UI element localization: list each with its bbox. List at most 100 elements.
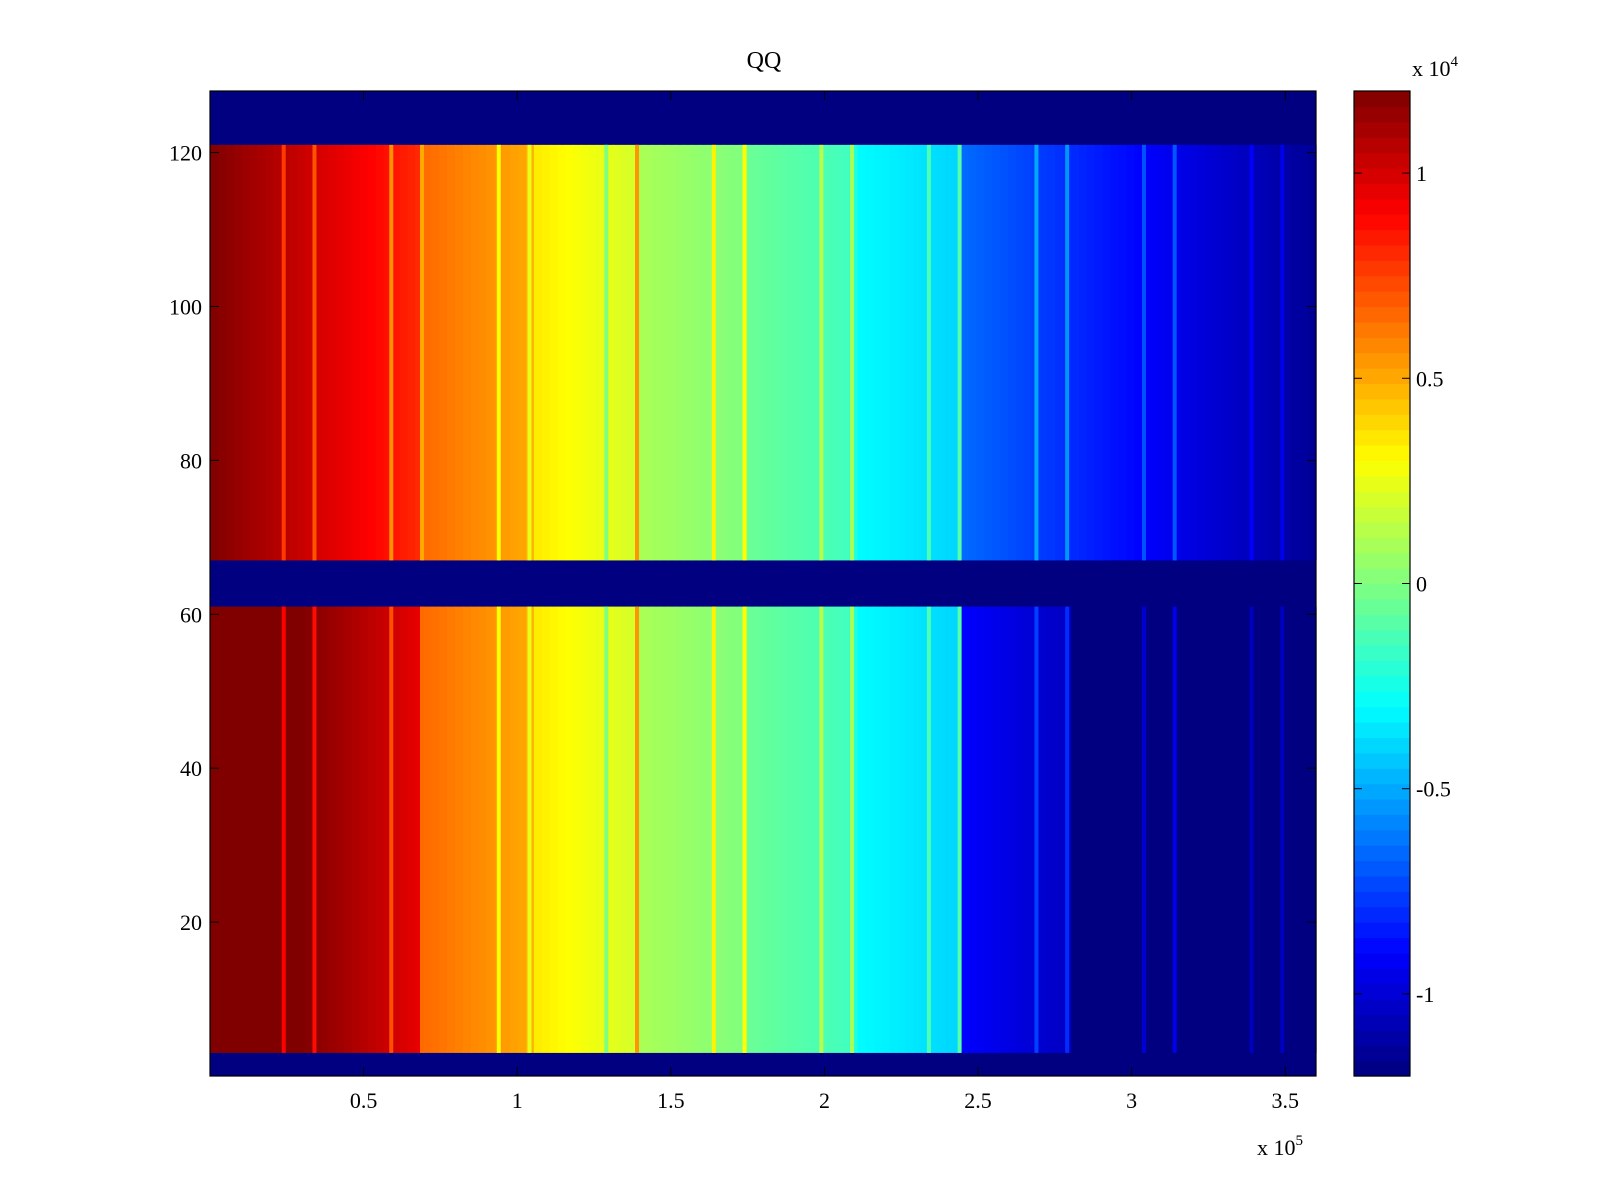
colorbar-swatch — [1354, 691, 1410, 708]
heatmap-cell-lower — [873, 606, 883, 1053]
heatmap-line-upper-11 — [850, 144, 855, 561]
heatmap-line-lower-6 — [604, 606, 609, 1053]
heatmap-line-upper-16 — [1141, 144, 1146, 561]
heatmap-cell-lower — [660, 606, 669, 1053]
heatmap-cell-lower — [383, 606, 393, 1053]
heatmap-cell-lower — [336, 606, 345, 1053]
heatmap-cell-upper — [636, 144, 646, 561]
colorbar-swatch — [1354, 214, 1410, 231]
x-tick-label: 3 — [1126, 1088, 1137, 1113]
heatmap-cell-lower — [1268, 606, 1278, 1053]
heatmap-cell-upper — [1229, 144, 1238, 561]
heatmap-cell-lower — [1047, 606, 1056, 1053]
heatmap-cell-upper — [557, 144, 567, 561]
heatmap-cell-upper — [439, 144, 448, 561]
heatmap-cell-upper — [731, 144, 740, 561]
y-tick-label: 60 — [180, 602, 202, 627]
heatmap-cell-upper — [1015, 144, 1025, 561]
heatmap-cell-upper — [1118, 144, 1127, 561]
heatmap-cell-upper — [597, 144, 606, 561]
heatmap-cell-upper — [502, 144, 511, 561]
colorbar-swatch — [1354, 906, 1410, 923]
heatmap-cell-lower — [1086, 606, 1096, 1053]
heatmap-cell-lower — [462, 606, 472, 1053]
colorbar-swatch — [1354, 629, 1410, 646]
heatmap-line-lower-11 — [850, 606, 855, 1053]
colorbar-ticks: -1 -0.5 0 0.5 1 — [1354, 161, 1451, 1007]
colorbar-swatch — [1354, 968, 1410, 985]
colorbar-swatch — [1354, 568, 1410, 585]
colorbar-swatch — [1354, 352, 1410, 369]
heatmap-line-lower-19 — [1280, 606, 1285, 1053]
heatmap-cell-lower — [984, 606, 993, 1053]
heatmap-cell-lower — [826, 606, 835, 1053]
heatmap-cell-upper — [913, 144, 922, 561]
heatmap-cell-upper — [368, 144, 377, 561]
heatmap-cell-lower — [1213, 606, 1222, 1053]
heatmap-cell-upper — [344, 144, 353, 561]
colorbar-swatch — [1354, 1014, 1410, 1031]
heatmap-cell-upper — [273, 144, 282, 561]
heatmap-cell-upper — [1213, 144, 1222, 561]
heatmap-cell-upper — [644, 144, 653, 561]
heatmap-cell-lower — [1126, 606, 1135, 1053]
heatmap-cell-lower — [478, 606, 488, 1053]
colorbar-swatch — [1354, 583, 1410, 600]
heatmap-cell-lower — [889, 606, 898, 1053]
heatmap-line-lower-5 — [527, 606, 532, 1053]
heatmap-cell-lower — [605, 606, 614, 1053]
heatmap-cell-lower — [786, 606, 796, 1053]
colorbar-swatch — [1354, 91, 1410, 107]
y-axis: 20 40 60 80 100 120 — [169, 141, 1316, 935]
heatmap-cell-upper — [849, 144, 859, 561]
heatmap-cell-upper — [265, 144, 274, 561]
colorbar-swatch — [1354, 429, 1410, 446]
heatmap-cell-lower — [454, 606, 464, 1053]
colorbar-swatch — [1354, 460, 1410, 477]
colorbar-swatch — [1354, 383, 1410, 400]
colorbar-swatch — [1354, 614, 1410, 631]
heatmap-cell-upper — [1023, 144, 1033, 561]
heatmap-cell-upper — [1142, 144, 1151, 561]
heatmap-cell-lower — [691, 606, 701, 1053]
colorbar-swatch — [1354, 891, 1410, 908]
colorbar-multiplier-exponent: 4 — [1451, 54, 1459, 70]
heatmap-cell-upper — [786, 144, 796, 561]
heatmap-cell-upper — [605, 144, 614, 561]
heatmap-cell-upper — [1244, 144, 1254, 561]
colorbar-swatch — [1354, 506, 1410, 523]
heatmap-cell-lower — [1165, 606, 1175, 1053]
heatmap-cell-upper — [304, 144, 314, 561]
heatmap-cell-upper — [589, 144, 598, 561]
heatmap-cell-upper — [628, 144, 638, 561]
colorbar-swatch — [1354, 152, 1410, 169]
heatmap-cell-upper — [486, 144, 495, 561]
heatmap-cell-upper — [399, 144, 409, 561]
heatmap-cell-upper — [928, 144, 938, 561]
heatmap-cell-upper — [834, 144, 843, 561]
heatmap-cell-lower — [1110, 606, 1120, 1053]
heatmap-cell-lower — [913, 606, 922, 1053]
heatmap-cell-lower — [849, 606, 859, 1053]
heatmap-cell-lower — [399, 606, 409, 1053]
heatmap-cell-lower — [723, 606, 732, 1053]
heatmap-line-upper-0 — [281, 144, 286, 561]
colorbar-swatch — [1354, 306, 1410, 323]
heatmap-cell-upper — [1102, 144, 1112, 561]
colorbar-multiplier-label: x 104 — [1412, 54, 1459, 81]
heatmap-cell-upper — [723, 144, 732, 561]
heatmap-line-lower-15 — [1065, 606, 1070, 1053]
heatmap-cell-upper — [944, 144, 954, 561]
heatmap-cell-upper — [581, 144, 590, 561]
heatmap-cell-lower — [225, 606, 235, 1053]
heatmap-cell-upper — [320, 144, 330, 561]
heatmap-cell-lower — [447, 606, 456, 1053]
heatmap-cell-upper — [905, 144, 914, 561]
heatmap-cell-lower — [1181, 606, 1191, 1053]
y-tick-label: 80 — [180, 448, 202, 473]
heatmap-cell-lower — [296, 606, 306, 1053]
heatmap-cell-lower — [289, 606, 298, 1053]
colorbar-swatch — [1354, 414, 1410, 431]
heatmap-cell-lower — [842, 606, 851, 1053]
